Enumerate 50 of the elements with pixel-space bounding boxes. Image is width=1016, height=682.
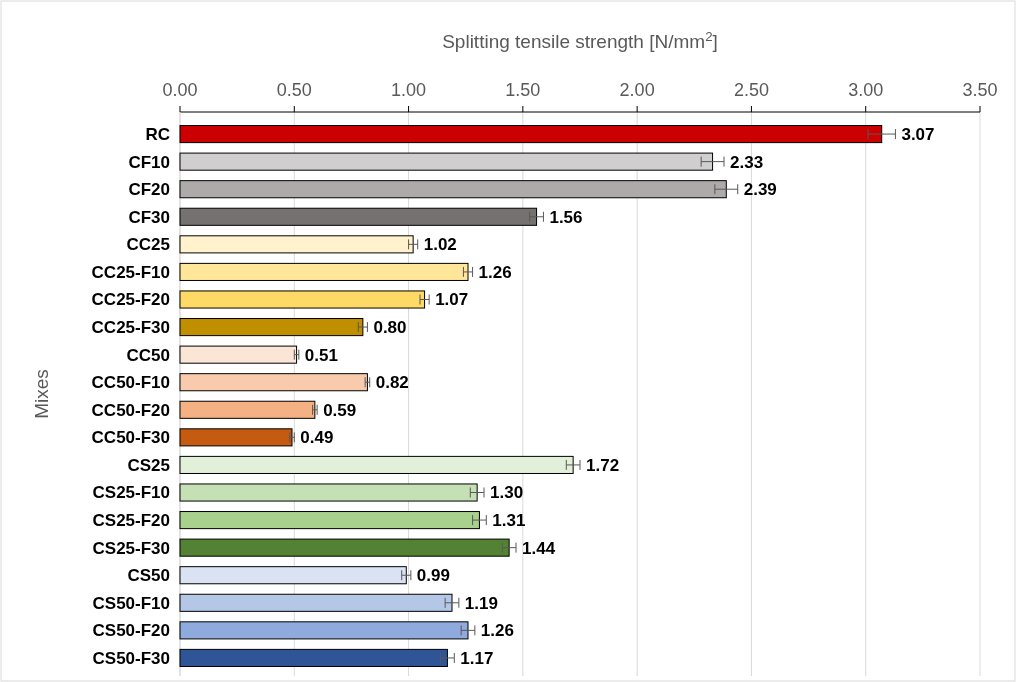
y-tick-label: CC50	[126, 345, 170, 365]
y-tick-label: CC50-F20	[91, 400, 170, 420]
data-label: 0.49	[300, 428, 334, 448]
x-tick-label: 2.00	[619, 80, 655, 100]
y-tick-label: CF20	[128, 180, 170, 200]
y-tick-label: CS25-F20	[92, 511, 170, 531]
x-tick-label: 0.50	[276, 80, 312, 100]
x-tick-label: 3.00	[848, 80, 884, 100]
y-tick-label: CC25-F20	[91, 290, 170, 310]
data-label: 1.17	[460, 648, 494, 668]
y-tick-label: CS25	[127, 455, 170, 475]
data-label: 0.59	[323, 400, 357, 420]
data-label: 1.30	[490, 483, 524, 503]
data-label: 2.39	[743, 180, 777, 200]
data-label: 1.19	[464, 593, 498, 613]
data-label: 0.51	[304, 345, 338, 365]
data-label: 2.33	[730, 152, 764, 172]
x-tick-label: 2.50	[733, 80, 769, 100]
data-label: 1.07	[435, 290, 469, 310]
data-label: 0.99	[416, 566, 450, 586]
data-label: 1.02	[423, 235, 457, 255]
x-tick-label: 1.00	[391, 80, 427, 100]
data-label: 0.80	[373, 318, 407, 338]
data-label: 1.72	[586, 455, 620, 475]
data-label: 1.26	[480, 621, 514, 641]
y-tick-label: CC50-F10	[91, 373, 170, 393]
data-label: 0.82	[375, 373, 409, 393]
y-tick-label: CS50-F20	[92, 621, 170, 641]
y-tick-label: RC	[145, 125, 170, 145]
y-axis-title: Mixes	[31, 369, 52, 419]
data-label: 1.26	[478, 262, 512, 282]
y-tick-label: CS25-F10	[92, 483, 170, 503]
data-label: 1.56	[549, 207, 583, 227]
x-tick-label: 0.00	[162, 80, 198, 100]
data-label: 1.44	[522, 538, 556, 558]
x-tick-label: 1.50	[505, 80, 541, 100]
y-tick-label: CC25	[126, 235, 170, 255]
y-tick-label: CS50-F10	[92, 593, 170, 613]
y-tick-label: CS25-F30	[92, 538, 170, 558]
y-tick-label: CF30	[128, 207, 170, 227]
y-tick-label: CS50	[127, 566, 170, 586]
x-axis-title: Splitting tensile strength [N/mm$^{2}$]	[442, 28, 718, 52]
y-tick-label: CS50-F30	[92, 648, 170, 668]
y-tick-label: CF10	[128, 152, 170, 172]
data-label: 3.07	[901, 125, 935, 145]
data-label: 1.31	[492, 511, 526, 531]
y-tick-label: CC50-F30	[91, 428, 170, 448]
x-tick-label: 3.50	[962, 80, 998, 100]
y-tick-label: CC25-F10	[91, 262, 170, 282]
y-tick-label: CC25-F30	[91, 318, 170, 338]
